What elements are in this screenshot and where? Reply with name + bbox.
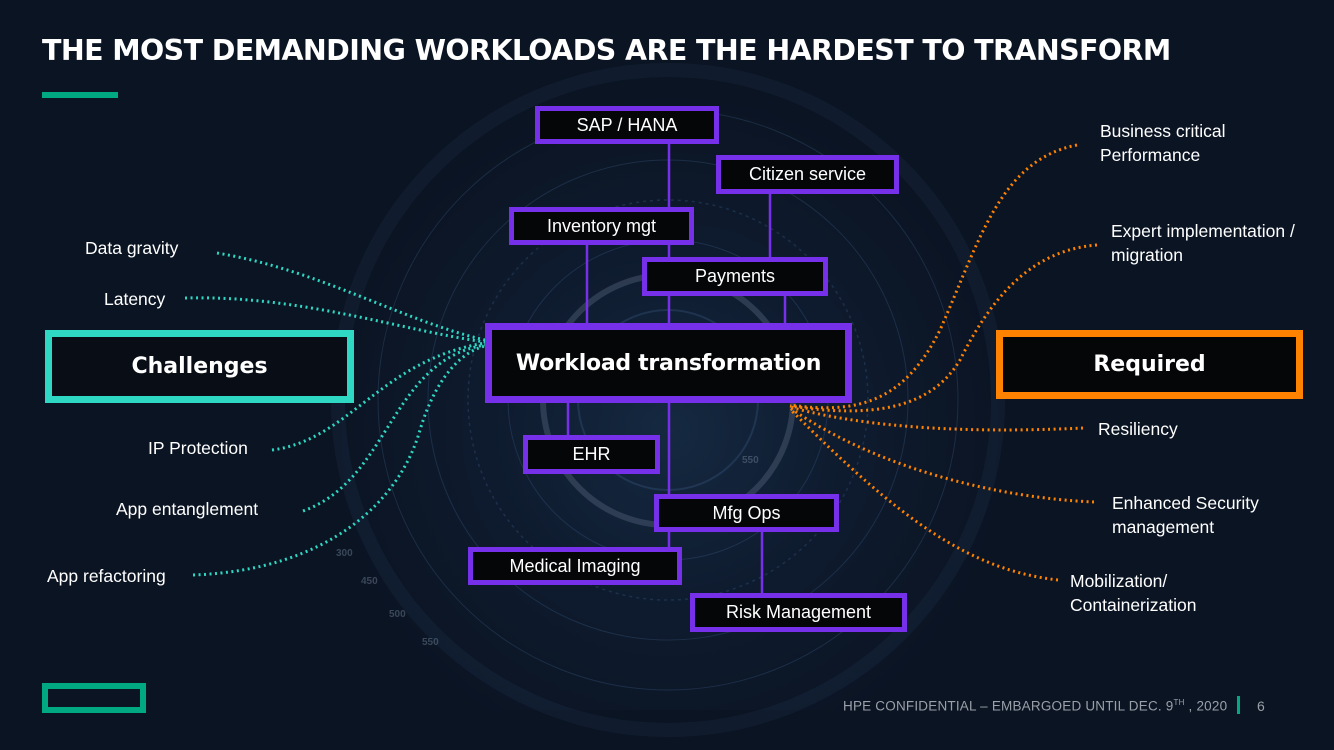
label-line: Enhanced Security [1112, 493, 1259, 513]
required-item-mobilization: Mobilization/ Containerization [1070, 569, 1196, 617]
challenge-item-ip-protection: IP Protection [148, 438, 248, 458]
label-line: Containerization [1070, 595, 1197, 615]
workload-citizen-service: Citizen service [716, 155, 899, 194]
required-label: Required [1093, 352, 1206, 377]
label-line: Performance [1100, 145, 1201, 165]
svg-text:450: 450 [361, 576, 378, 587]
workload-transformation-box: Workload transformation [485, 323, 852, 403]
workload-ehr: EHR [523, 435, 660, 474]
workload-transformation-label: Workload transformation [515, 350, 822, 376]
svg-text:300: 300 [336, 548, 353, 559]
required-box: Required [996, 330, 1303, 399]
challenges-box: Challenges [45, 330, 354, 403]
label-line: migration [1111, 245, 1183, 265]
page-number: 6 [1257, 698, 1265, 714]
title-accent-bar [42, 92, 118, 98]
workload-label: Citizen service [748, 164, 867, 184]
challenge-item-app-entanglement: App entanglement [116, 499, 259, 519]
required-item-expert-implementation: Expert implementation / migration [1111, 219, 1295, 267]
challenge-item-app-refactoring: App refactoring [47, 566, 166, 586]
label-line: Business critical [1100, 121, 1226, 141]
workload-payments: Payments [642, 257, 828, 296]
label-line: management [1112, 517, 1215, 537]
hpe-logo-icon [42, 683, 146, 713]
workload-label: Risk Management [725, 602, 872, 622]
workload-sap-hana: SAP / HANA [535, 106, 719, 144]
workload-risk-management: Risk Management [690, 593, 907, 632]
workload-label: Payments [694, 266, 776, 286]
required-item-business-critical-performance: Business critical Performance [1100, 119, 1225, 167]
workload-label: Mfg Ops [712, 502, 781, 523]
svg-text:500: 500 [389, 609, 406, 620]
footer-text: HPE CONFIDENTIAL – EMBARGOED UNTIL DEC. … [843, 698, 1174, 714]
challenges-label: Challenges [131, 354, 268, 379]
workload-label: SAP / HANA [576, 114, 678, 135]
challenge-item-latency: Latency [104, 289, 166, 309]
workload-inventory-mgt: Inventory mgt [509, 207, 694, 245]
footer-year: , 2020 [1188, 698, 1228, 714]
required-item-enhanced-security: Enhanced Security management [1112, 491, 1259, 539]
challenge-item-data-gravity: Data gravity [85, 238, 179, 258]
required-item-resiliency: Resiliency [1098, 419, 1178, 439]
workload-mfg-ops: Mfg Ops [654, 494, 839, 532]
label-line: Expert implementation / [1111, 221, 1295, 241]
workload-label: EHR [572, 444, 611, 464]
label-line: Mobilization/ [1070, 571, 1168, 591]
workload-medical-imaging: Medical Imaging [468, 547, 682, 585]
challenge-connectors [184, 251, 486, 577]
workload-label: Inventory mgt [546, 215, 657, 236]
footer-superscript: TH [1173, 698, 1185, 707]
svg-text:550: 550 [742, 455, 759, 466]
workload-label: Medical Imaging [509, 555, 641, 576]
svg-text:550: 550 [422, 637, 439, 648]
slide-title: THE MOST DEMANDING WORKLOADS ARE THE HAR… [42, 34, 1171, 67]
confidential-footer: HPE CONFIDENTIAL – EMBARGOED UNTIL DEC. … [843, 698, 1227, 714]
footer-divider [1237, 696, 1240, 714]
